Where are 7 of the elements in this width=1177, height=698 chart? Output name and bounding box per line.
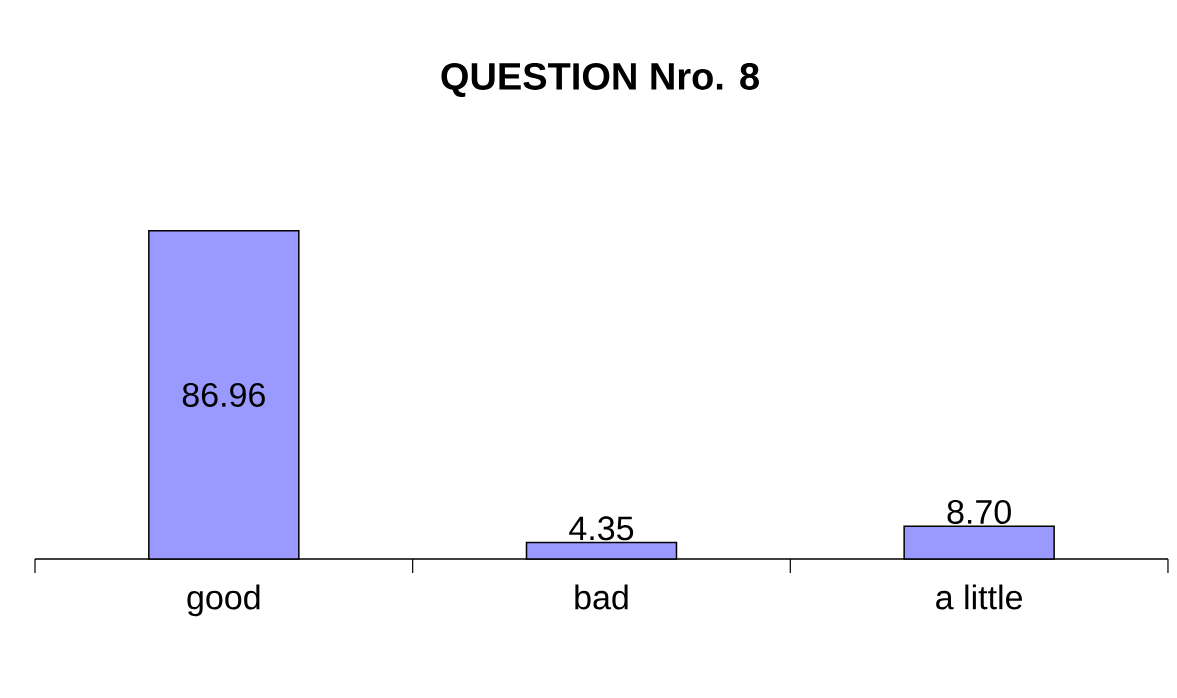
data-label: 4.35 <box>569 516 634 541</box>
data-label: 8.70 <box>947 499 1011 524</box>
x-tick-label: a little <box>936 584 1022 610</box>
data-label: 86.96 <box>182 382 265 407</box>
chart-title: QUESTION Nro. 8 <box>441 62 759 97</box>
x-tick-label: good <box>187 584 260 617</box>
x-tick-label: bad <box>575 584 628 610</box>
